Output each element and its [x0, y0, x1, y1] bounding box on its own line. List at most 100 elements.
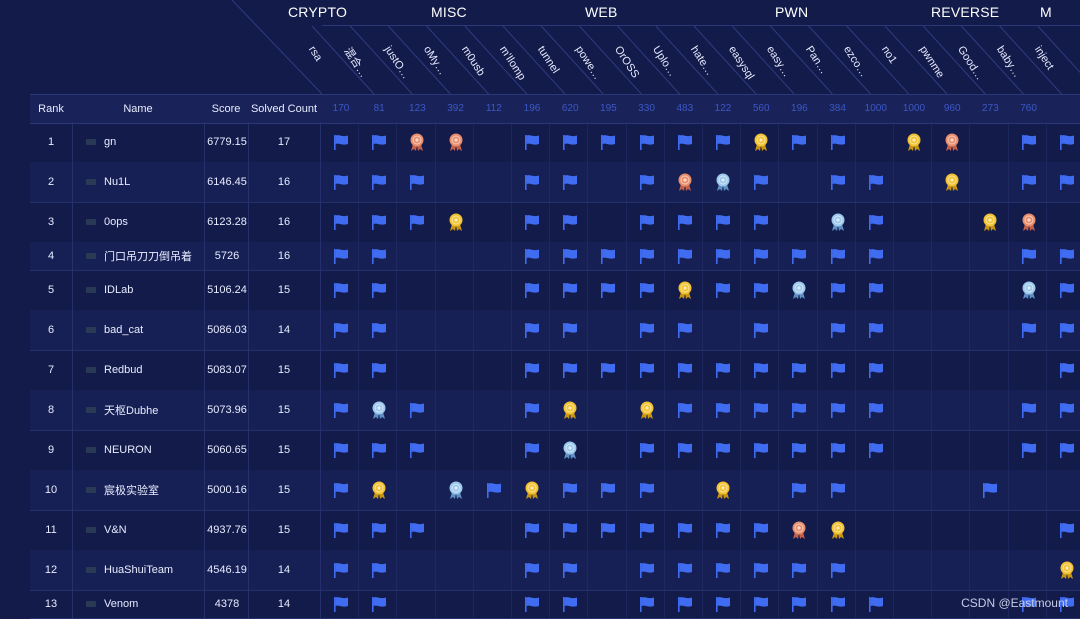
solved-flag-icon[interactable] [408, 132, 426, 152]
team-name[interactable]: 宸极实验室 [104, 485, 159, 497]
solved-flag-icon[interactable] [599, 481, 617, 499]
team-name-cell[interactable]: NEURON [86, 430, 204, 470]
solved-flag-icon[interactable] [523, 213, 541, 231]
solved-count-header[interactable]: Solved Count [250, 103, 318, 115]
solved-flag-icon[interactable] [1058, 595, 1076, 613]
solved-flag-icon[interactable] [829, 173, 847, 191]
gold-medal-icon[interactable] [638, 400, 656, 420]
solved-flag-icon[interactable] [829, 361, 847, 379]
solved-flag-icon[interactable] [523, 595, 541, 613]
solved-flag-icon[interactable] [867, 281, 885, 299]
solved-flag-icon[interactable] [1058, 321, 1076, 339]
silver-medal-icon[interactable] [790, 280, 808, 300]
solved-flag-icon[interactable] [714, 521, 732, 539]
solved-flag-icon[interactable] [523, 521, 541, 539]
solved-flag-icon[interactable] [370, 133, 388, 151]
solved-flag-icon[interactable] [561, 521, 579, 539]
solved-flag-icon[interactable] [829, 281, 847, 299]
team-name[interactable]: Nu1L [104, 176, 131, 188]
team-name-cell[interactable]: Venom [86, 590, 204, 618]
solved-flag-icon[interactable] [599, 281, 617, 299]
solved-flag-icon[interactable] [752, 561, 770, 579]
gold-medal-icon[interactable] [676, 280, 694, 300]
team-name-cell[interactable]: 宸极实验室 [86, 470, 204, 510]
solved-flag-icon[interactable] [332, 481, 350, 499]
solved-flag-icon[interactable] [370, 361, 388, 379]
solved-flag-icon[interactable] [752, 361, 770, 379]
solved-flag-icon[interactable] [829, 133, 847, 151]
solved-flag-icon[interactable] [1020, 247, 1038, 265]
solved-flag-icon[interactable] [638, 321, 656, 339]
solved-flag-icon[interactable] [752, 321, 770, 339]
team-name-cell[interactable]: IDLab [86, 270, 204, 310]
solved-flag-icon[interactable] [1058, 247, 1076, 265]
team-name-cell[interactable]: V&N [86, 510, 204, 550]
solved-flag-icon[interactable] [829, 561, 847, 579]
solved-flag-icon[interactable] [370, 521, 388, 539]
solved-flag-icon[interactable] [561, 321, 579, 339]
solved-flag-icon[interactable] [867, 321, 885, 339]
solved-flag-icon[interactable] [1058, 281, 1076, 299]
team-name-cell[interactable]: Redbud [86, 350, 204, 390]
solved-flag-icon[interactable] [867, 173, 885, 191]
challenge-column-header[interactable]: OrOSS [612, 44, 641, 80]
solved-flag-icon[interactable] [561, 361, 579, 379]
solved-flag-icon[interactable] [370, 321, 388, 339]
silver-medal-icon[interactable] [370, 400, 388, 420]
solved-flag-icon[interactable] [829, 401, 847, 419]
solved-flag-icon[interactable] [638, 595, 656, 613]
challenge-column-header[interactable]: no1 [879, 44, 902, 75]
team-name[interactable]: gn [104, 136, 117, 148]
solved-flag-icon[interactable] [1020, 595, 1038, 613]
solved-flag-icon[interactable] [408, 173, 426, 191]
challenge-column-header[interactable]: rsa [306, 44, 329, 75]
solved-flag-icon[interactable] [370, 561, 388, 579]
solved-flag-icon[interactable] [1058, 521, 1076, 539]
solved-flag-icon[interactable] [370, 213, 388, 231]
solved-flag-icon[interactable] [561, 247, 579, 265]
solved-flag-icon[interactable] [638, 213, 656, 231]
solved-flag-icon[interactable] [599, 133, 617, 151]
solved-flag-icon[interactable] [790, 361, 808, 379]
team-name-cell[interactable]: 天枢Dubhe [86, 390, 204, 430]
solved-flag-icon[interactable] [714, 247, 732, 265]
solved-flag-icon[interactable] [408, 441, 426, 459]
solved-flag-icon[interactable] [829, 595, 847, 613]
table-row[interactable]: 3 0ops 6123.28 16 [30, 202, 1080, 243]
solved-flag-icon[interactable] [447, 132, 465, 152]
solved-flag-icon[interactable] [1020, 441, 1038, 459]
solved-flag-icon[interactable] [638, 441, 656, 459]
gold-medal-icon[interactable] [523, 480, 541, 500]
team-name-cell[interactable]: Nu1L [86, 162, 204, 202]
solved-flag-icon[interactable] [332, 281, 350, 299]
solved-flag-icon[interactable] [561, 561, 579, 579]
solved-flag-icon[interactable] [752, 401, 770, 419]
solved-flag-icon[interactable] [408, 521, 426, 539]
challenge-column-header[interactable]: powe… [573, 44, 603, 82]
solved-flag-icon[interactable] [790, 481, 808, 499]
table-row[interactable]: 12 HuaShuiTeam 4546.19 14 [30, 550, 1080, 591]
solved-flag-icon[interactable] [523, 173, 541, 191]
solved-flag-icon[interactable] [752, 213, 770, 231]
solved-flag-icon[interactable] [638, 173, 656, 191]
table-row[interactable]: 9 NEURON 5060.65 15 [30, 430, 1080, 471]
solved-flag-icon[interactable] [332, 561, 350, 579]
table-row[interactable]: 1 gn 6779.15 17 [30, 122, 1080, 163]
team-name-cell[interactable]: bad_cat [86, 310, 204, 350]
solved-flag-icon[interactable] [332, 595, 350, 613]
solved-flag-icon[interactable] [370, 441, 388, 459]
name-header[interactable]: Name [123, 103, 153, 115]
solved-flag-icon[interactable] [523, 281, 541, 299]
solved-flag-icon[interactable] [638, 361, 656, 379]
rank-header[interactable]: Rank [38, 103, 64, 115]
gold-medal-icon[interactable] [447, 212, 465, 232]
bronze-medal-icon[interactable] [790, 520, 808, 540]
solved-flag-icon[interactable] [714, 361, 732, 379]
solved-flag-icon[interactable] [714, 213, 732, 231]
solved-flag-icon[interactable] [714, 595, 732, 613]
challenge-column-header[interactable]: 混合… [342, 46, 370, 80]
solved-flag-icon[interactable] [370, 595, 388, 613]
challenge-column-header[interactable]: easysql [726, 44, 756, 82]
solved-flag-icon[interactable] [638, 521, 656, 539]
gold-medal-icon[interactable] [714, 480, 732, 500]
